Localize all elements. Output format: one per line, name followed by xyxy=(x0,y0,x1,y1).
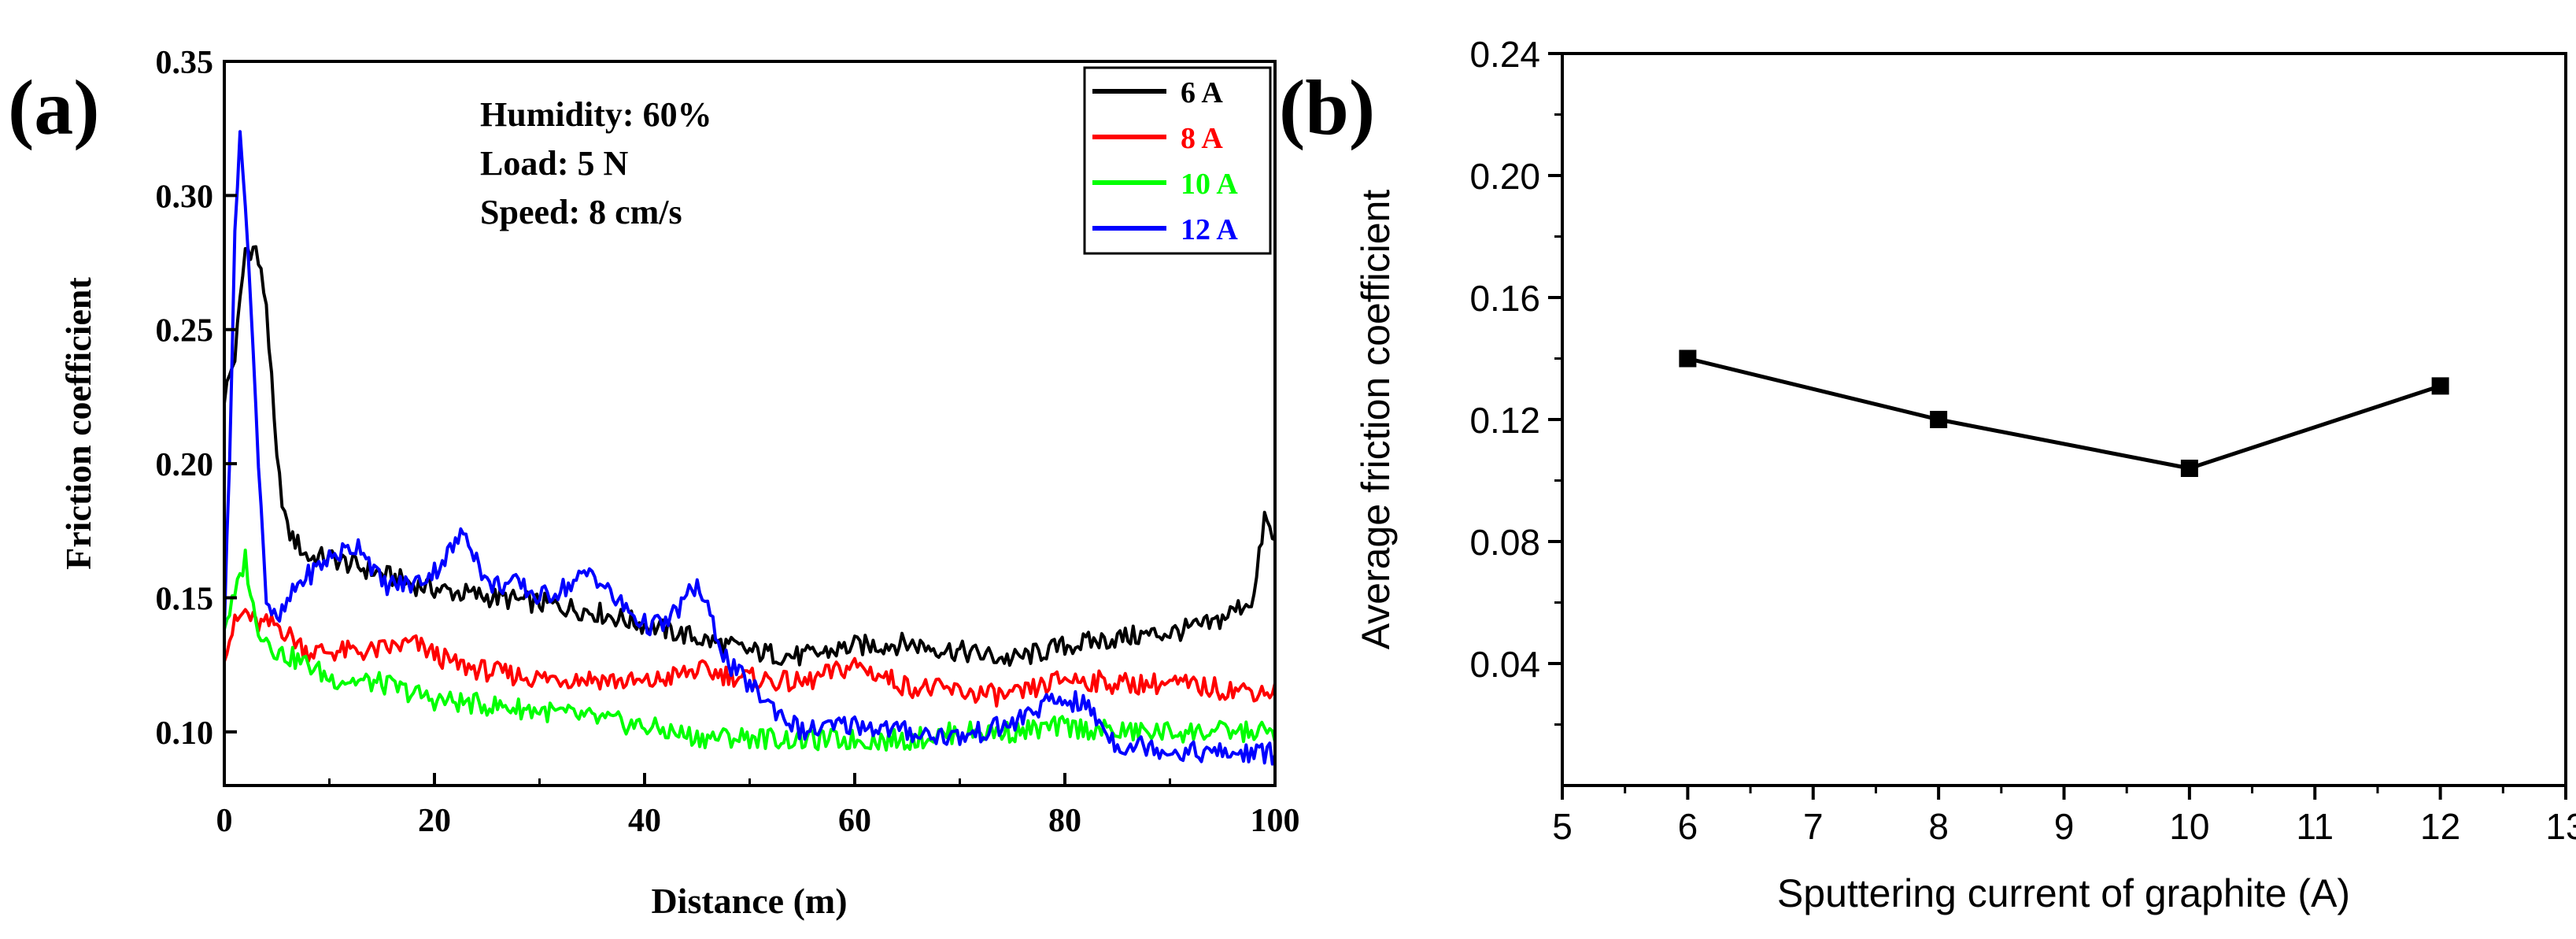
x-tick-label: 12 xyxy=(2420,806,2460,847)
y-tick-label: 0.24 xyxy=(1469,34,1540,75)
series-line-8a xyxy=(223,608,1277,708)
y-tick-label: 0.35 xyxy=(156,45,214,81)
y-tick-label: 0.08 xyxy=(1469,522,1540,563)
x-tick-label: 5 xyxy=(1552,806,1573,847)
panel-a: (a) 0.10 0.15 0.20 0.25 0.30 0.35 0 20 40 60 80 10… xyxy=(8,45,1300,921)
y-tick-label: 0.12 xyxy=(1469,400,1540,441)
y-tick-label: 0.04 xyxy=(1469,644,1540,685)
x-tick-label: 13 xyxy=(2545,806,2576,847)
x-tick-label: 10 xyxy=(2169,806,2209,847)
panel-a-series-group xyxy=(223,130,1277,766)
annotation-speed: Speed: 8 cm/s xyxy=(480,193,682,231)
data-point-marker xyxy=(2431,377,2449,395)
panel-b: (b) 0.04 0.08 0.12 0.16 0.20 0.24 5 6 7 8 9 10 11 12… xyxy=(1279,34,2576,915)
panel-a-legend: 6 A 8 A 10 A 12 A xyxy=(1083,66,1272,255)
x-tick-label: 11 xyxy=(2296,806,2334,847)
y-tick-label: 0.15 xyxy=(156,581,214,617)
panel-a-x-ticks: 0 20 40 60 80 100 xyxy=(216,773,1300,839)
panel-b-y-axis-label: Average friction coefficient xyxy=(1354,190,1398,650)
panel-b-series-group xyxy=(1679,349,2449,477)
panel-a-label: (a) xyxy=(8,64,100,151)
y-tick-label: 0.16 xyxy=(1469,278,1540,319)
y-tick-label: 0.10 xyxy=(156,715,214,752)
series-line-10a xyxy=(223,549,1277,752)
series-line-12a xyxy=(223,130,1277,766)
x-tick-label: 20 xyxy=(418,803,451,839)
panel-b-label: (b) xyxy=(1279,64,1375,151)
legend-label-8a: 8 A xyxy=(1181,122,1223,155)
data-point-marker xyxy=(1679,349,1697,368)
series-line-6a xyxy=(223,245,1276,667)
y-tick-label: 0.30 xyxy=(156,179,214,215)
x-tick-label: 6 xyxy=(1678,806,1698,847)
legend-box xyxy=(1083,66,1272,255)
panel-a-y-ticks: 0.10 0.15 0.20 0.25 0.30 0.35 xyxy=(156,45,237,752)
panel-b-x-ticks: 5 6 7 8 9 10 11 12 13 xyxy=(1552,786,2576,847)
panel-a-x-axis-label: Distance (m) xyxy=(651,881,847,921)
panel-a-annotations: Humidity: 60% Load: 5 N Speed: 8 cm/s xyxy=(480,95,712,231)
annotation-load: Load: 5 N xyxy=(480,144,628,183)
y-tick-label: 0.20 xyxy=(1469,156,1540,197)
legend-label-6a: 6 A xyxy=(1181,76,1223,109)
panel-b-y-ticks: 0.04 0.08 0.12 0.16 0.20 0.24 xyxy=(1469,34,1562,726)
panel-b-plot-frame xyxy=(1561,52,2567,787)
panel-a-y-axis-label: Friction coefficient xyxy=(58,276,98,569)
series-line-average xyxy=(1687,357,2441,471)
legend-label-10a: 10 A xyxy=(1181,168,1238,201)
x-tick-label: 0 xyxy=(216,803,233,839)
x-tick-label: 8 xyxy=(1928,806,1949,847)
data-point-marker xyxy=(2180,460,2198,477)
x-tick-label: 60 xyxy=(838,803,871,839)
y-tick-label: 0.25 xyxy=(156,313,214,349)
x-tick-label: 40 xyxy=(628,803,661,839)
x-tick-label: 7 xyxy=(1803,806,1824,847)
x-tick-label: 9 xyxy=(2054,806,2075,847)
annotation-humidity: Humidity: 60% xyxy=(480,95,712,134)
data-point-marker xyxy=(1930,411,1948,428)
y-tick-label: 0.20 xyxy=(156,447,214,483)
panel-b-x-axis-label: Sputtering current of graphite (A) xyxy=(1777,871,2350,915)
legend-label-12a: 12 A xyxy=(1181,213,1238,246)
x-tick-label: 100 xyxy=(1251,803,1300,839)
x-tick-label: 80 xyxy=(1048,803,1081,839)
